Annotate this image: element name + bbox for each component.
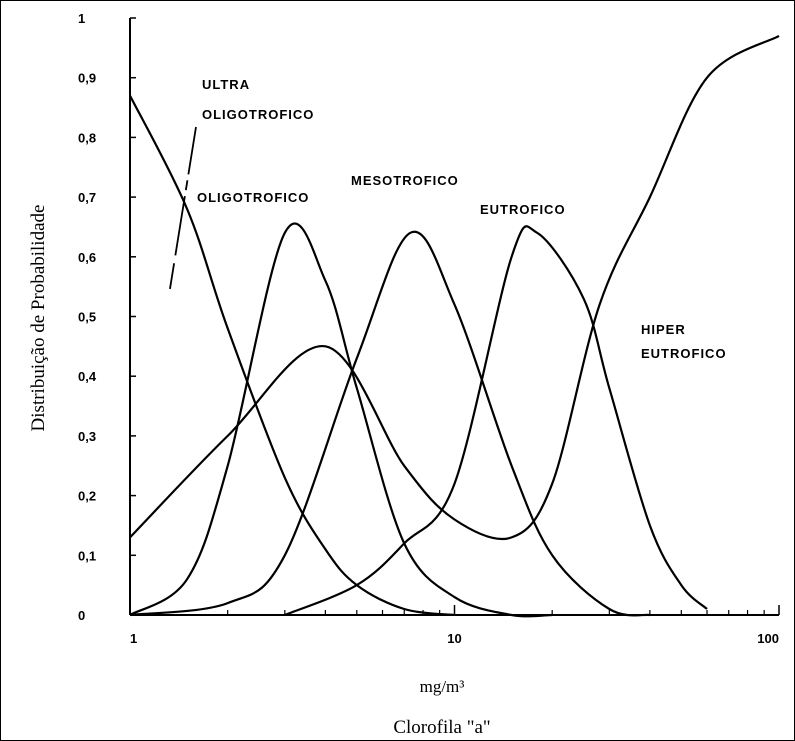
x-tick-label: 10 bbox=[447, 631, 461, 646]
x-axis-title: Clorofila "a" bbox=[393, 717, 490, 738]
y-tick-label: 0 bbox=[78, 608, 85, 623]
annotation-ultra-line2: OLIGOTROFICO bbox=[202, 107, 314, 122]
series-line-mesotrofico bbox=[129, 230, 651, 617]
y-tick-label: 0,2 bbox=[78, 489, 96, 504]
y-tick-label: 0,7 bbox=[78, 190, 96, 205]
annotation-eutro: EUTROFICO bbox=[480, 202, 566, 217]
x-tick-label: 100 bbox=[757, 631, 779, 646]
annotations: ULTRA OLIGOTROFICO OLIGOTROFICO MESOTROF… bbox=[163, 77, 727, 361]
y-tick-label: 0,3 bbox=[78, 429, 96, 444]
series-line-ultra-oligotrofico bbox=[129, 95, 455, 617]
series-line-hiper-eutrofico bbox=[129, 34, 780, 541]
y-tick-label: 0,8 bbox=[78, 130, 96, 145]
annotation-hiper-line2: EUTROFICO bbox=[641, 346, 727, 361]
x-tick-label: 1 bbox=[130, 631, 137, 646]
y-tick-label: 1 bbox=[78, 11, 85, 26]
y-tick-label: 0,4 bbox=[78, 369, 97, 384]
annotation-ultra-line1: ULTRA bbox=[202, 77, 250, 92]
y-axis-title: Distribuição de Probabilidade bbox=[28, 205, 49, 432]
y-tick-label: 0,6 bbox=[78, 250, 96, 265]
y-tick-label: 0,5 bbox=[78, 310, 96, 325]
annotation-oligo: OLIGOTROFICO bbox=[197, 190, 309, 205]
ultra-annotation-leader bbox=[163, 126, 197, 327]
annotation-hiper-line1: HIPER bbox=[641, 322, 686, 337]
series-line-eutrofico bbox=[284, 225, 708, 617]
x-ticks: 1 10 100 bbox=[129, 605, 780, 646]
series-line-oligotrofico bbox=[129, 222, 553, 618]
annotation-meso: MESOTROFICO bbox=[351, 173, 459, 188]
y-tick-label: 0,1 bbox=[78, 548, 96, 563]
y-tick-label: 0,9 bbox=[78, 71, 96, 86]
y-ticks: 0 0,1 0,2 0,3 0,4 0,5 0,6 0,7 0,8 0,9 1 bbox=[78, 11, 136, 623]
x-axis-unit-label: mg/m³ bbox=[420, 677, 465, 696]
curves bbox=[129, 34, 780, 618]
